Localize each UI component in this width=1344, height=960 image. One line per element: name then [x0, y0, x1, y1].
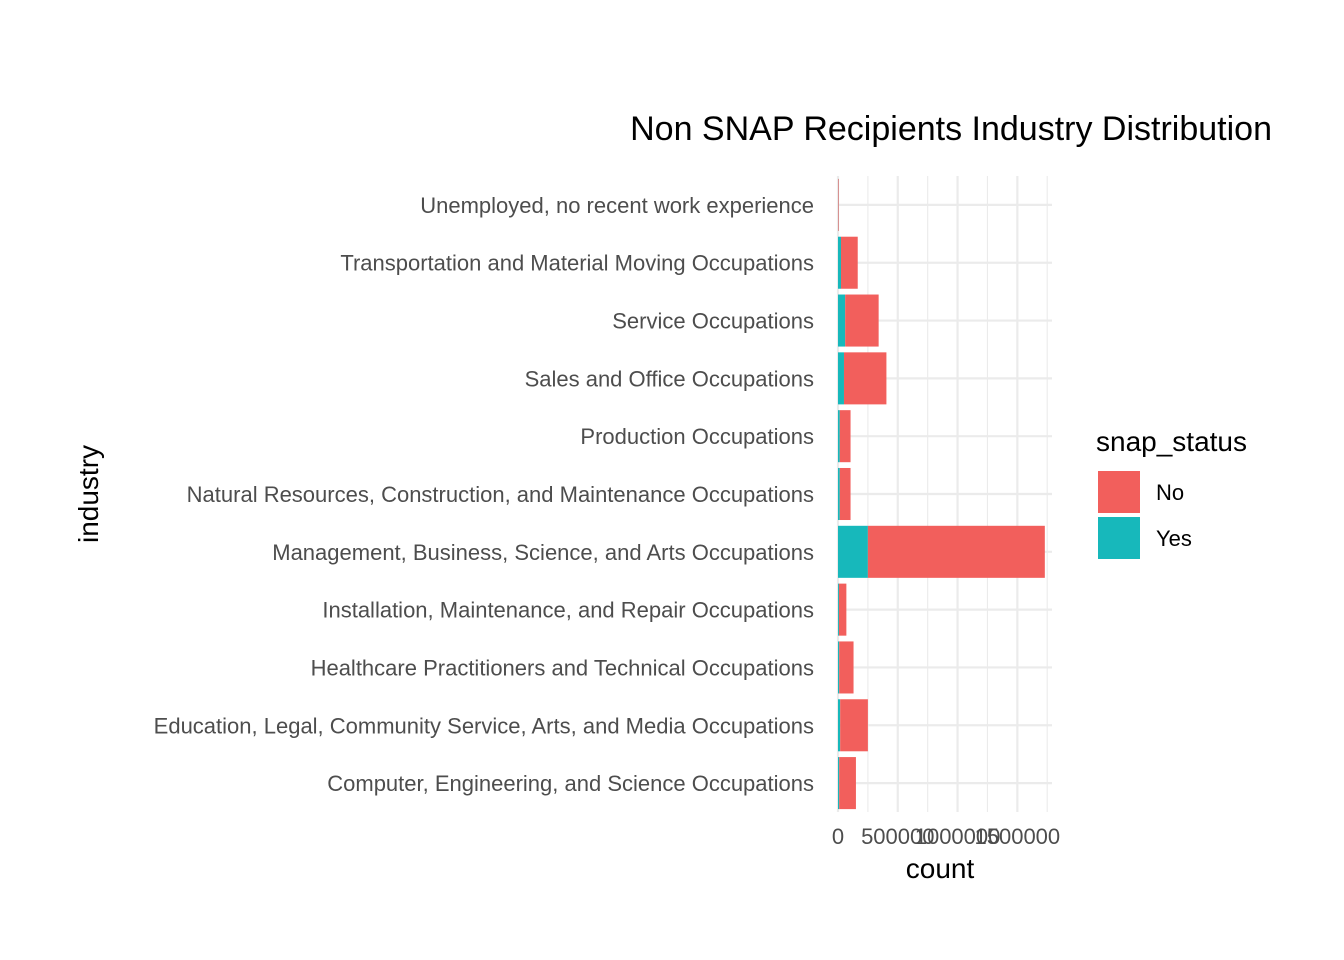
category-label: Computer, Engineering, and Science Occup… — [327, 771, 814, 796]
category-label: Installation, Maintenance, and Repair Oc… — [322, 598, 814, 623]
legend-label: Yes — [1156, 526, 1192, 551]
bar-yes — [838, 583, 839, 636]
bar-no — [838, 583, 847, 636]
bar-yes — [838, 467, 840, 521]
bar-yes — [838, 699, 841, 752]
bar-no — [843, 352, 887, 405]
legend-swatch — [1098, 517, 1140, 559]
category-label: Transportation and Material Moving Occup… — [340, 251, 814, 276]
legend-title: snap_status — [1096, 426, 1247, 457]
bars — [838, 178, 1045, 810]
category-label: Production Occupations — [580, 424, 814, 449]
bar-no — [840, 699, 868, 752]
bar-yes — [838, 294, 846, 347]
bar-no — [838, 178, 839, 231]
bar-no — [839, 467, 851, 521]
bar-no — [839, 757, 856, 810]
bar-yes — [838, 641, 840, 694]
bar-no — [840, 236, 858, 289]
category-label: Natural Resources, Construction, and Mai… — [187, 482, 814, 507]
legend: snap_status No Yes — [1096, 426, 1247, 559]
bar-no — [845, 294, 879, 347]
bar-yes — [838, 757, 840, 810]
category-label: Management, Business, Science, and Arts … — [272, 540, 814, 565]
bar-no — [839, 410, 851, 463]
category-label: Sales and Office Occupations — [525, 366, 814, 391]
x-tick-label: 1500000 — [975, 824, 1061, 849]
category-label: Service Occupations — [612, 309, 814, 334]
y-axis-title: industry — [73, 445, 104, 543]
category-label: Education, Legal, Community Service, Art… — [154, 713, 814, 738]
category-label: Healthcare Practitioners and Technical O… — [311, 655, 814, 680]
legend-label: No — [1156, 480, 1184, 505]
x-tick-label: 1000000 — [915, 824, 1001, 849]
bar-yes — [838, 236, 841, 289]
category-labels: Computer, Engineering, and Science Occup… — [154, 193, 814, 796]
bar-no — [839, 641, 854, 694]
x-tick-label: 0 — [832, 824, 844, 849]
grid-lines — [836, 176, 1052, 812]
x-axis-title: count — [906, 853, 975, 884]
bar-yes — [838, 352, 844, 405]
category-label: Unemployed, no recent work experience — [420, 193, 814, 218]
legend-swatch — [1098, 471, 1140, 513]
x-tick-label: 500000 — [861, 824, 934, 849]
chart-title: Non SNAP Recipients Industry Distributio… — [630, 110, 1272, 148]
bar-no — [867, 525, 1045, 578]
bar-yes — [838, 525, 868, 578]
bar-yes — [838, 410, 840, 463]
